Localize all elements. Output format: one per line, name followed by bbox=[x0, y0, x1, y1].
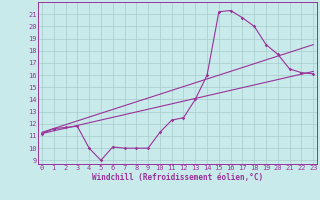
X-axis label: Windchill (Refroidissement éolien,°C): Windchill (Refroidissement éolien,°C) bbox=[92, 173, 263, 182]
